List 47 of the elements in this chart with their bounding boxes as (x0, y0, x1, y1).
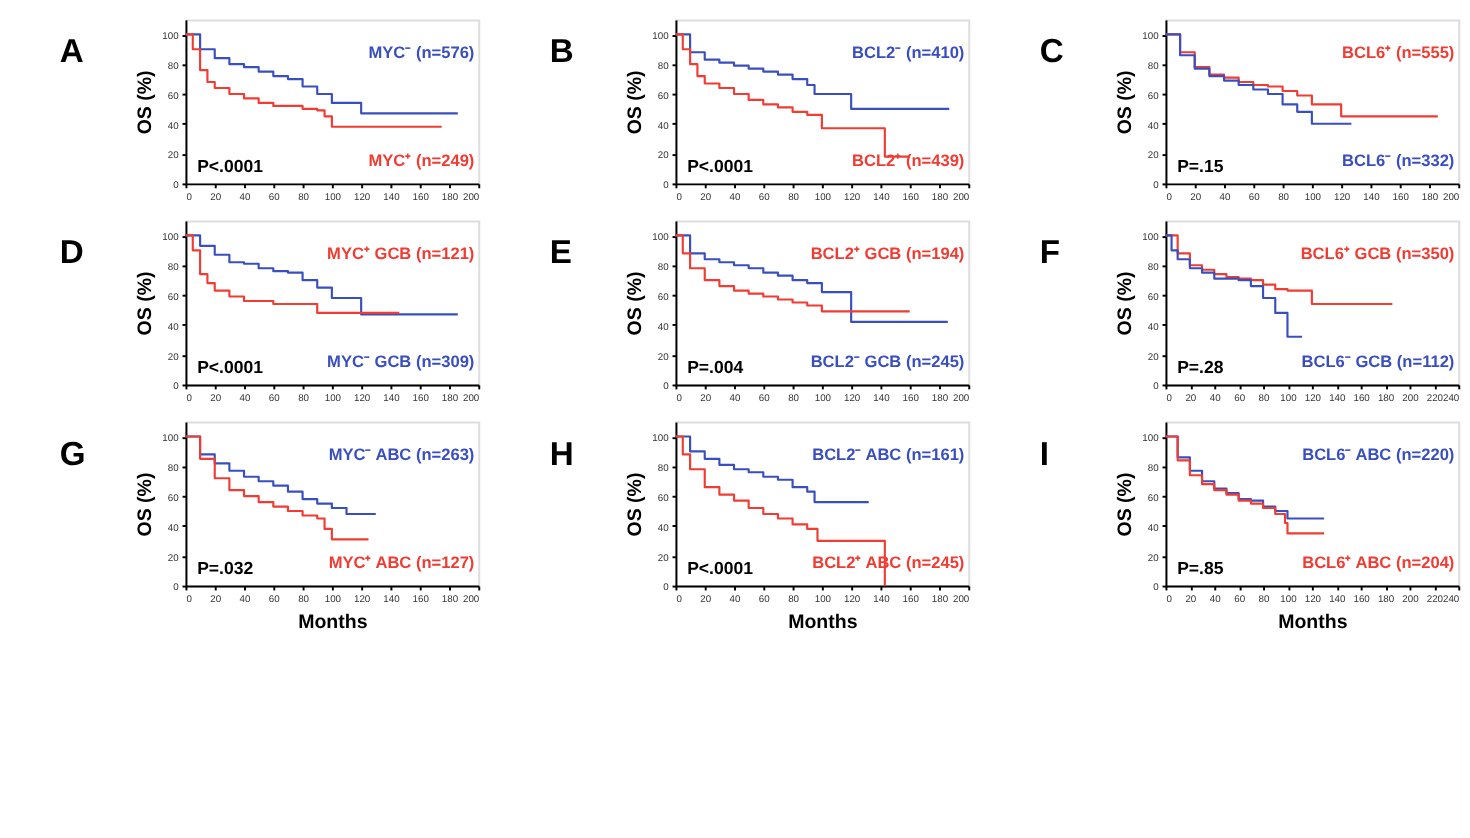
text: MYC⁺ GCB (n=121) (327, 243, 475, 264)
series-label: MYC⁺ (n=249) (368, 150, 475, 171)
chart-title: F (1039, 233, 1061, 272)
chart-title: D (59, 233, 84, 272)
chart-title: C (1039, 32, 1064, 71)
y-axis-title: OS (%) (134, 70, 157, 135)
annotation: P<.0001 (197, 155, 264, 176)
x-axis-title: Months (298, 611, 369, 634)
text: BCL6⁺ (n=555) (1342, 42, 1455, 63)
chart-title: I (1039, 434, 1050, 473)
series-label: BCL6⁻ GCB (n=112) (1301, 351, 1455, 372)
series-label: BCL2⁻ GCB (n=245) (810, 351, 965, 372)
text: BCL2⁺ GCB (n=194) (810, 243, 965, 264)
annotation: P=.85 (1177, 557, 1224, 578)
y-axis-title: OS (%) (134, 271, 157, 336)
annotation: P<.0001 (687, 155, 754, 176)
series-label: MYC⁺ ABC (n=127) (328, 552, 475, 573)
series-label: BCL2⁻ ABC (n=161) (812, 444, 965, 465)
annotation: P=.15 (1177, 155, 1224, 176)
chart-title: A (59, 32, 84, 71)
y-axis-title: OS (%) (134, 472, 157, 537)
series-label: BCL6⁺ ABC (n=204) (1302, 552, 1455, 573)
annotation: P=.28 (1177, 356, 1224, 377)
y-axis-title: OS (%) (624, 271, 647, 336)
annotation: P<.0001 (197, 356, 264, 377)
series-label: BCL2⁺ (n=439) (852, 150, 965, 171)
chart-title: B (549, 32, 574, 71)
text: BCL6⁻ ABC (n=220) (1302, 444, 1455, 465)
y-axis-title: OS (%) (1114, 271, 1137, 336)
text: MYC⁻ (n=576) (368, 42, 475, 63)
annotation: P=.032 (197, 557, 254, 578)
annotation: P=.004 (687, 356, 744, 377)
chart-title: H (549, 434, 574, 473)
chart-title: G (59, 434, 86, 473)
y-axis-title: OS (%) (624, 472, 647, 537)
series-label: BCL2⁻ (n=410) (852, 42, 965, 63)
annotation: P<.0001 (687, 557, 754, 578)
y-axis-title: OS (%) (624, 70, 647, 135)
x-axis-title: Months (1278, 611, 1349, 634)
series-label: BCL6⁺ GCB (n=350) (1300, 243, 1455, 264)
chart-title: E (549, 233, 572, 272)
x-axis-title: Months (788, 611, 859, 634)
text: MYC⁻ ABC (n=263) (328, 444, 475, 465)
y-axis-title: OS (%) (1114, 70, 1137, 135)
y-axis-title: OS (%) (1114, 472, 1137, 537)
text: MYC⁻ GCB (n=309) (327, 351, 475, 372)
series-label: BCL6⁻ (n=332) (1342, 150, 1455, 171)
